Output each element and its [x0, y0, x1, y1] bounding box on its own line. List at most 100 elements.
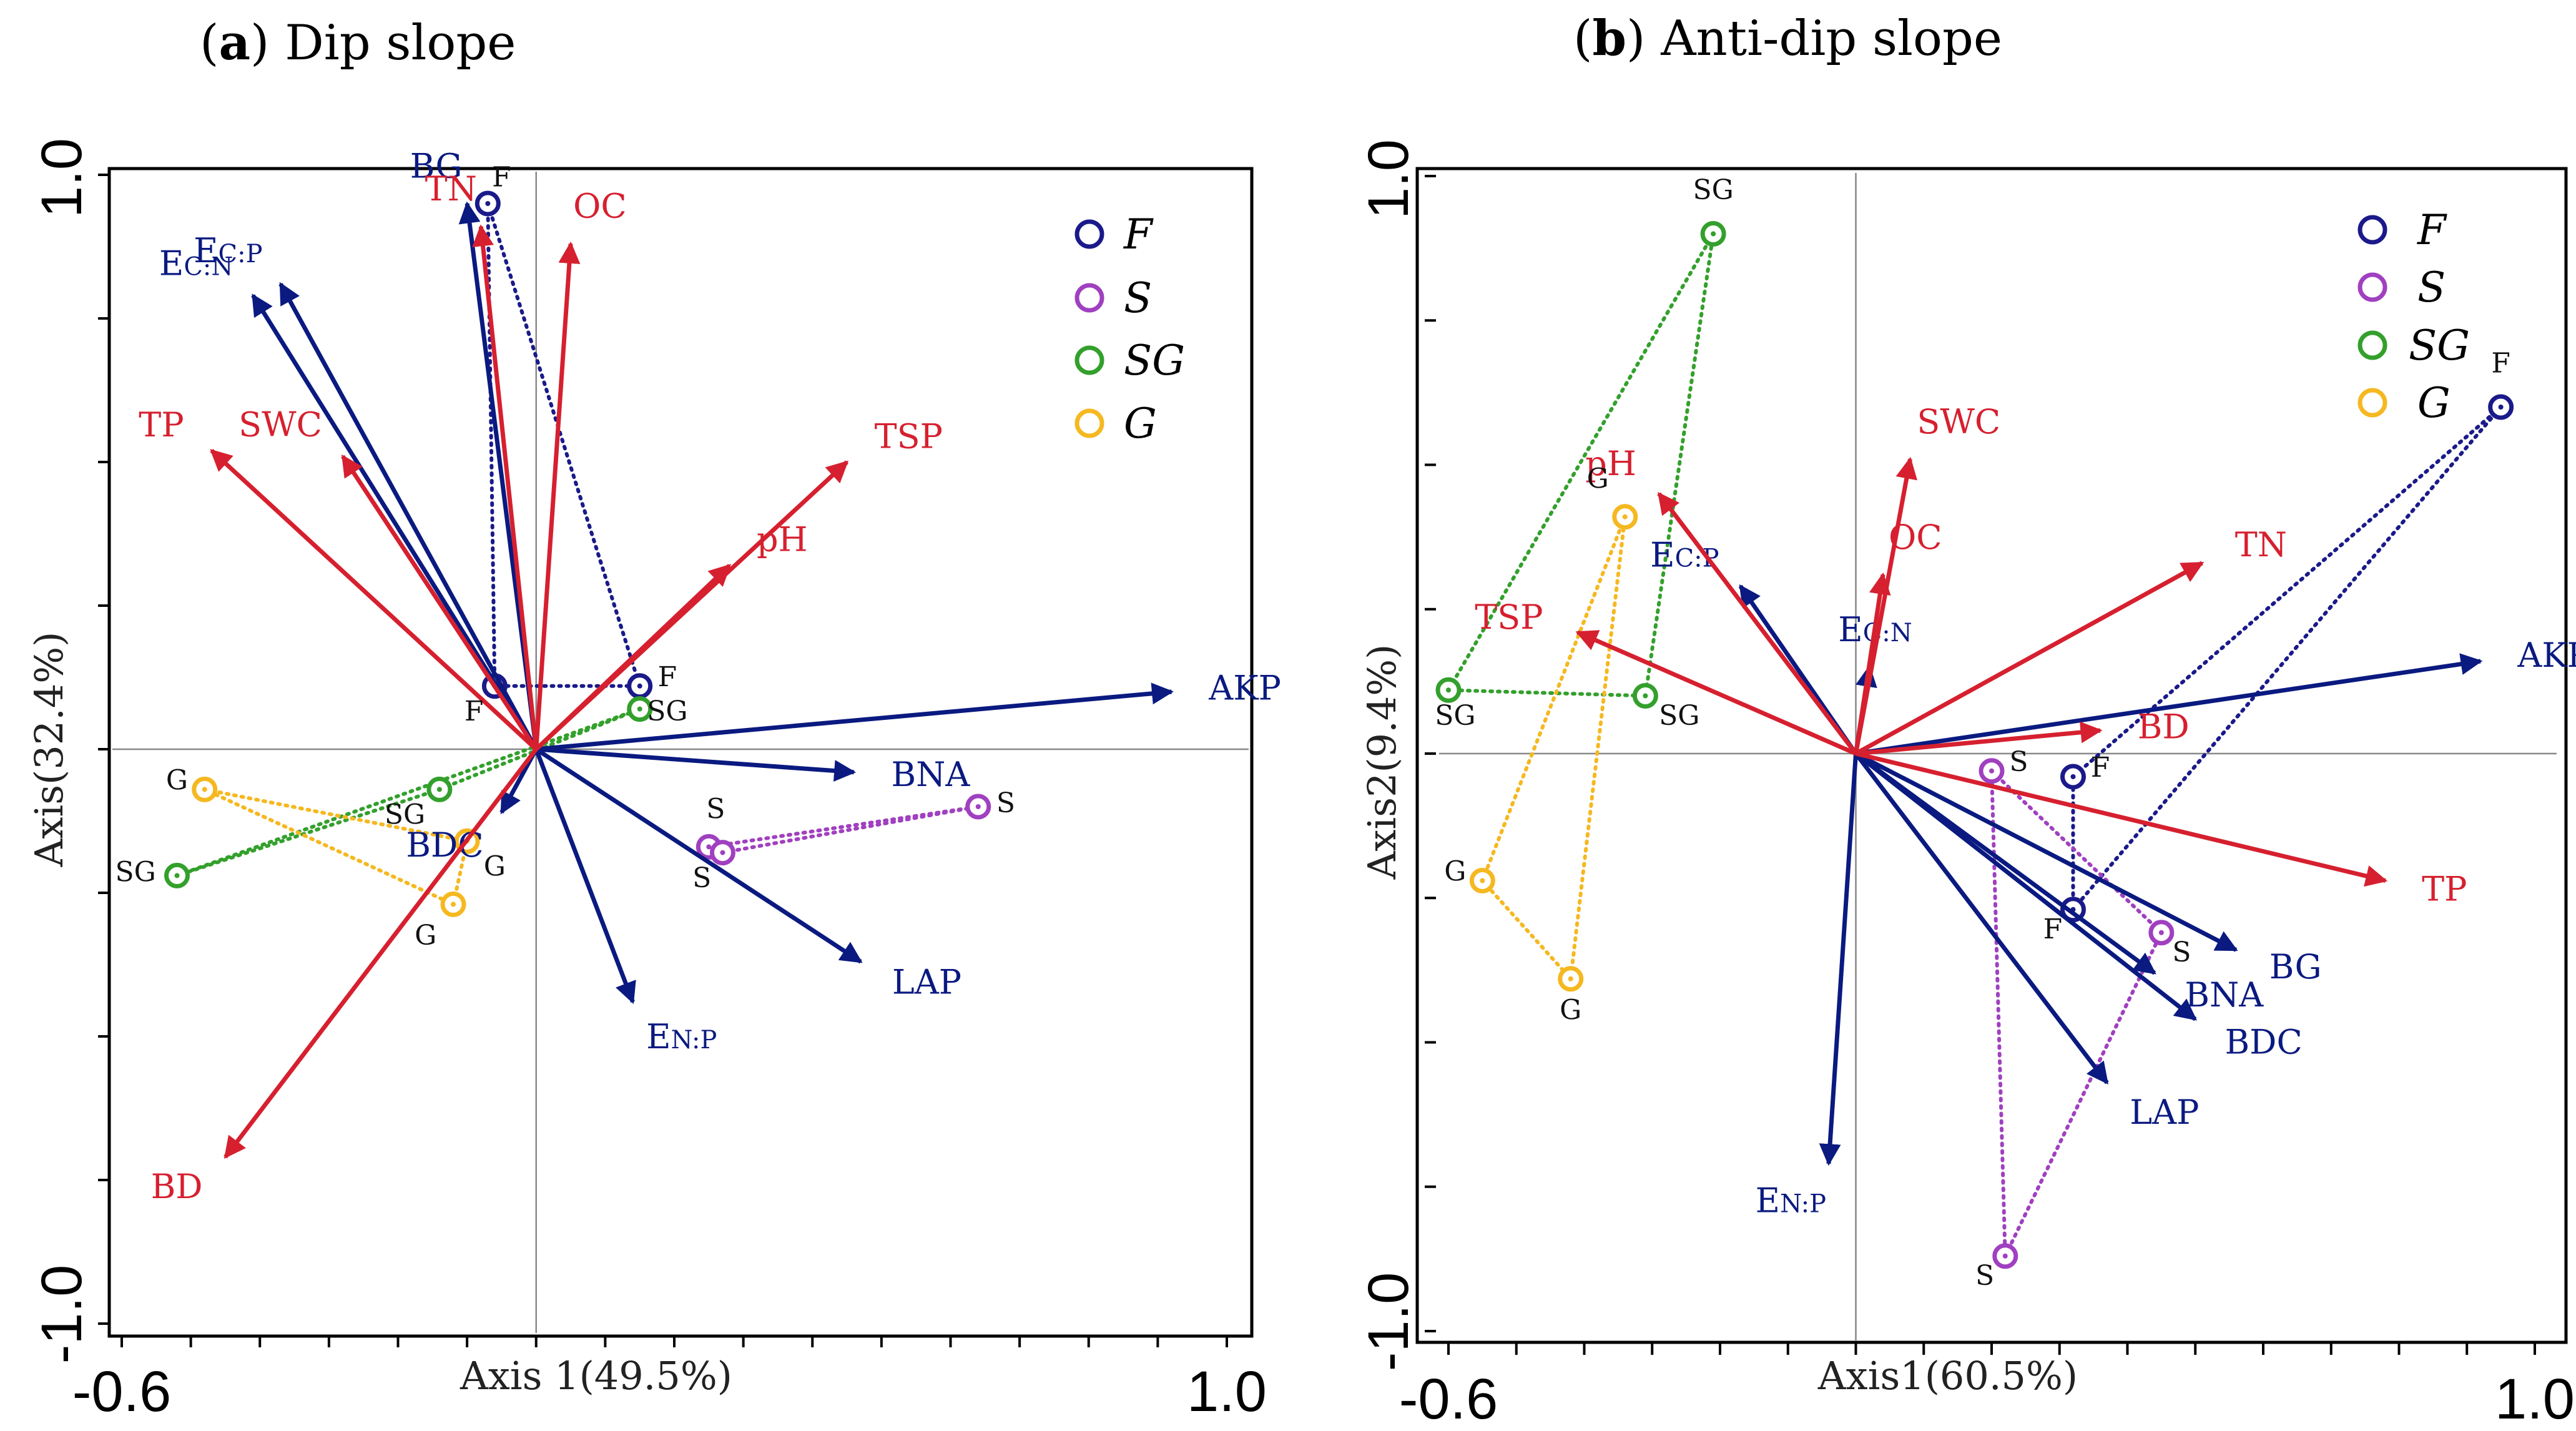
panel-b-plot-frame: [1415, 167, 2568, 1344]
legend-b-marker-S: [2357, 272, 2387, 302]
a-site-point-center-G: [451, 902, 456, 907]
b-enzyme-arrow-bg: [1854, 751, 2238, 952]
b-site-label-G: G: [1444, 856, 1466, 888]
a-site-label-SG: SG: [647, 696, 687, 727]
panel-a-x-tick-right: 1.0: [1187, 1360, 1267, 1424]
b-env-label-ph: pH: [1585, 444, 1636, 483]
legend-a-label-F: F: [1123, 210, 1154, 258]
a-site-point-center-SG: [436, 787, 442, 792]
b-env-label-tsp: TSP: [1475, 597, 1543, 637]
panel-b-title-text: Anti-dip slope: [1660, 11, 2002, 67]
b-site-point-center-SG: [1446, 687, 1451, 693]
b-enzyme-arrow-akp: [1855, 653, 2483, 756]
b-enzyme-arrow-bdc: [1854, 752, 2198, 1021]
panel-a-y-tick-top: 1.0: [30, 138, 94, 218]
legend-a-label-G: G: [1124, 400, 1157, 448]
a-group-hull-F: [486, 203, 642, 688]
legend-b-label-G: G: [2417, 379, 2451, 427]
a-site-point-center-G: [202, 787, 207, 792]
a-enzyme-label-ecp-subscript: C:P: [219, 240, 263, 268]
a-site-point-center-S: [975, 804, 981, 809]
a-enzyme-label-enp-subscript: N:P: [671, 1026, 717, 1055]
legend-b-label-SG: SG: [2409, 322, 2470, 370]
b-env-label-oc: OC: [1889, 518, 1942, 557]
a-site-point-center-S: [706, 844, 712, 850]
a-env-label-swc: SWC: [238, 405, 322, 445]
panel-b-y-axis-title: Axis2(9.4%): [1359, 644, 1405, 880]
b-env-label-tp: TP: [2422, 869, 2467, 908]
a-site-label-S: S: [692, 862, 711, 894]
panel-a-x-axis-title: Axis 1(49.5%): [460, 1353, 732, 1399]
b-group-hull-S: [1989, 766, 2164, 1257]
panel-anti-dip-slope: (b) Anti-dip slope 1.0 -1.0 -0.6 1.0 Axi…: [1357, 10, 2576, 1431]
a-enzyme-arrow-enp: [534, 748, 636, 1005]
a-site-label-S: S: [706, 793, 725, 825]
a-site-label-SG: SG: [115, 857, 155, 888]
a-enzyme-arrow-bna: [536, 747, 857, 782]
panel-a-letter: a: [219, 14, 250, 71]
panel-a-ticks: [98, 174, 1228, 1347]
panel-b-letter: b: [1592, 10, 1626, 67]
a-site-point-center-S: [720, 850, 725, 855]
b-enzyme-label-enp-subscript: N:P: [1780, 1190, 1826, 1219]
a-site-point-center-F: [485, 201, 491, 206]
b-group-hull-F: [2071, 405, 2502, 915]
panel-b-x-axis-title: Axis1(60.5%): [1817, 1353, 2078, 1399]
legend-b-marker-G: [2357, 388, 2387, 418]
b-env-arrow-tsp: [1575, 630, 1857, 756]
b-site-label-G: G: [1560, 995, 1581, 1026]
b-site-point-center-S: [2158, 930, 2164, 935]
b-site-point-center-F: [2498, 405, 2504, 410]
a-env-arrow-oc: [534, 241, 581, 750]
legend-b-marker-F: [2357, 215, 2387, 245]
a-group-hull-S: [702, 805, 979, 855]
b-site-point-center-G: [1622, 514, 1628, 519]
b-env-label-bd: BD: [2138, 707, 2190, 746]
legend-a-marker-SG: [1074, 345, 1104, 375]
a-site-label-SG: SG: [385, 799, 425, 831]
a-env-label-tn: TN: [425, 169, 477, 209]
a-enzyme-label-enp: EN:P: [646, 1017, 717, 1056]
a-site-label-F: F: [492, 161, 511, 193]
panel-a-site-labels: F F F S S S SG SG SG G G G: [115, 161, 1015, 951]
a-site-point-center-F: [637, 683, 642, 689]
legend-b-marker-SG: [2357, 330, 2387, 360]
b-site-label-F: F: [2091, 752, 2110, 784]
b-site-point-center-SG: [1643, 693, 1648, 699]
a-site-label-G: G: [484, 850, 506, 882]
panel-a-y-axis-title: Axis(32.4%): [26, 632, 72, 868]
b-site-label-SG: SG: [1693, 174, 1733, 206]
a-env-label-bd: BD: [151, 1167, 203, 1206]
b-site-label-G: G: [1587, 463, 1609, 495]
a-env-arrow-tn: [472, 224, 539, 750]
panel-b-title: (b) Anti-dip slope: [1573, 10, 2002, 67]
b-group-hull-SG: [1445, 232, 1716, 698]
b-enzyme-label-ecn-subscript: C:N: [1863, 619, 1912, 647]
b-enzyme-label-bg: BG: [2269, 947, 2322, 986]
b-site-label-F: F: [2043, 913, 2063, 945]
b-enzyme-label-akp: AKP: [2517, 636, 2576, 675]
a-site-label-F: F: [658, 661, 677, 693]
panel-b-x-tick-right: 1.0: [2495, 1367, 2575, 1431]
panel-b-y-tick-top: 1.0: [1357, 139, 1420, 219]
a-enzyme-label-akp: AKP: [1208, 669, 1281, 708]
b-site-point-center-S: [2002, 1253, 2008, 1259]
b-site-point-center-SG: [1711, 231, 1716, 237]
a-site-label-G: G: [166, 764, 188, 796]
panel-b-ticks: [1425, 175, 2536, 1355]
b-site-point-center-G: [1480, 878, 1485, 883]
legend-a-marker-G: [1074, 408, 1104, 438]
b-enzyme-label-ecp: EC:P: [1650, 535, 1719, 574]
a-enzyme-arrow-ecn: [251, 293, 538, 750]
b-env-arrow-bd: [1856, 721, 2103, 756]
a-env-label-oc: OC: [573, 187, 627, 226]
b-site-label-S: S: [2009, 746, 2028, 778]
a-enzyme-label-ecn-subscript: C:N: [184, 252, 233, 281]
panel-b-y-tick-bottom: -1.0: [1357, 1272, 1420, 1372]
b-enzyme-label-ecp-subscript: C:P: [1675, 544, 1719, 573]
a-site-point-center-SG: [174, 873, 180, 878]
a-group-hull-G: [204, 787, 469, 907]
